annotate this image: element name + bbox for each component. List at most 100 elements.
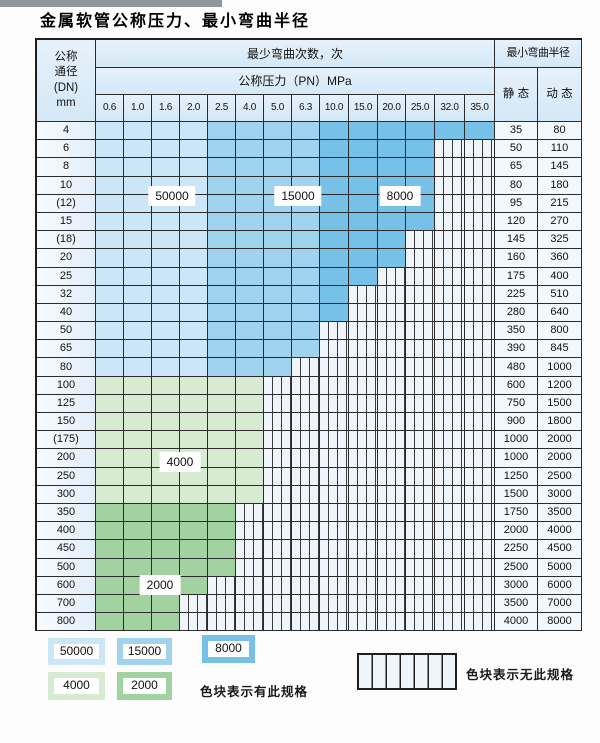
pressure-cell: [236, 503, 264, 523]
pressure-cell: [406, 322, 435, 341]
static-value-cell: 350: [495, 322, 538, 341]
pressure-cell: [406, 249, 435, 268]
pressure-cell: [378, 467, 406, 486]
pressure-cell: [406, 267, 435, 286]
min-bend-radius-header: 最小弯曲半径: [495, 40, 582, 68]
pressure-cell: [264, 431, 292, 450]
pressure-cell: [320, 212, 349, 232]
pressure-cell: [208, 176, 236, 195]
pressure-cell: [435, 194, 465, 213]
pressure-cell: [406, 449, 435, 468]
pressure-cell: [406, 576, 435, 595]
pressure-cell: [124, 503, 152, 523]
pressure-cell: [180, 558, 208, 577]
pressure-cell: [435, 449, 465, 468]
pressure-cell: [180, 322, 208, 341]
pressure-cell: [435, 249, 465, 268]
pressure-cell: [406, 376, 435, 395]
pressure-cell: [124, 540, 152, 559]
pressure-cell: [320, 449, 349, 468]
dynamic-value-cell: 3500: [538, 503, 582, 523]
pressure-cell: [465, 503, 495, 523]
pressure-cell: [292, 467, 320, 486]
zone-cycles-label-2000: 2000: [139, 575, 181, 595]
pressure-cell: [124, 231, 152, 250]
pressure-cell: [406, 358, 435, 377]
pressure-cell: [465, 358, 495, 377]
pressure-cell: [124, 613, 152, 632]
pressure-cell: [264, 249, 292, 268]
pressure-cell: [264, 449, 292, 468]
dynamic-value-cell: 215: [538, 194, 582, 213]
pressure-cell: [96, 431, 124, 450]
legend-swatch-label: 8000: [208, 641, 249, 657]
pressure-cell: [378, 576, 406, 595]
pressure-cell: [124, 431, 152, 450]
hose-spec-table: 公称 通径 (DN) mm 最少弯曲次数，次 最小弯曲半径 公称压力（PN）MPa 静 态动 …: [35, 38, 582, 632]
pressure-cell: [292, 413, 320, 432]
dn-cell: 80: [37, 358, 96, 377]
pressure-cell: [406, 340, 435, 359]
pressure-tick-2.5: 2.5: [208, 95, 236, 122]
pressure-tick-35.0: 35.0: [465, 95, 495, 122]
dynamic-value-cell: 845: [538, 340, 582, 359]
static-value-cell: 145: [495, 231, 538, 250]
pressure-cell: [465, 285, 495, 304]
pressure-cell: [152, 267, 180, 286]
dynamic-value-cell: 8000: [538, 613, 582, 632]
pressure-cell: [406, 485, 435, 504]
pressure-cell: [435, 431, 465, 450]
pressure-cell: [208, 376, 236, 395]
pressure-cell: [378, 212, 406, 232]
pressure-cell: [320, 522, 349, 541]
pressure-cell: [236, 467, 264, 486]
dn-cell: 10: [37, 176, 96, 195]
pressure-cell: [292, 594, 320, 614]
pressure-cell: [292, 122, 320, 141]
pressure-cell: [378, 431, 406, 450]
pressure-cell: [152, 594, 180, 614]
dn-cell: (12): [37, 194, 96, 213]
pressure-cell: [152, 158, 180, 177]
dn-cell: 400: [37, 522, 96, 541]
pressure-cell: [180, 285, 208, 304]
pressure-cell: [349, 212, 378, 232]
pressure-cell: [208, 194, 236, 213]
pressure-cell: [435, 340, 465, 359]
pressure-cell: [292, 485, 320, 504]
pressure-cell: [264, 285, 292, 304]
pressure-cell: [264, 140, 292, 159]
pressure-cell: [435, 576, 465, 595]
pressure-cell: [320, 285, 349, 304]
pressure-cell: [124, 322, 152, 341]
pressure-cell: [349, 613, 378, 632]
dynamic-value-cell: 325: [538, 231, 582, 250]
pressure-cell: [349, 540, 378, 559]
pressure-cell: [378, 303, 406, 323]
pressure-cell: [406, 540, 435, 559]
pressure-cell: [96, 158, 124, 177]
pressure-cell: [208, 431, 236, 450]
pressure-cell: [152, 340, 180, 359]
pressure-cell: [320, 231, 349, 250]
pressure-cell: [435, 122, 465, 141]
pressure-cell: [435, 322, 465, 341]
dn-cell: 500: [37, 558, 96, 577]
pressure-cell: [435, 285, 465, 304]
pressure-cell: [349, 231, 378, 250]
pressure-cell: [236, 522, 264, 541]
pressure-cell: [435, 613, 465, 632]
pressure-cell: [465, 394, 495, 413]
dynamic-value-cell: 180: [538, 176, 582, 195]
pressure-tick-0.6: 0.6: [96, 95, 124, 122]
pressure-cell: [465, 140, 495, 159]
pressure-cell: [406, 122, 435, 141]
scan-artifact-bar: [0, 0, 222, 7]
pressure-tick-25.0: 25.0: [406, 95, 435, 122]
pressure-cell: [208, 340, 236, 359]
static-value-cell: 65: [495, 158, 538, 177]
pressure-cell: [435, 558, 465, 577]
pressure-cell: [435, 267, 465, 286]
pressure-cell: [435, 540, 465, 559]
pressure-cell: [435, 376, 465, 395]
